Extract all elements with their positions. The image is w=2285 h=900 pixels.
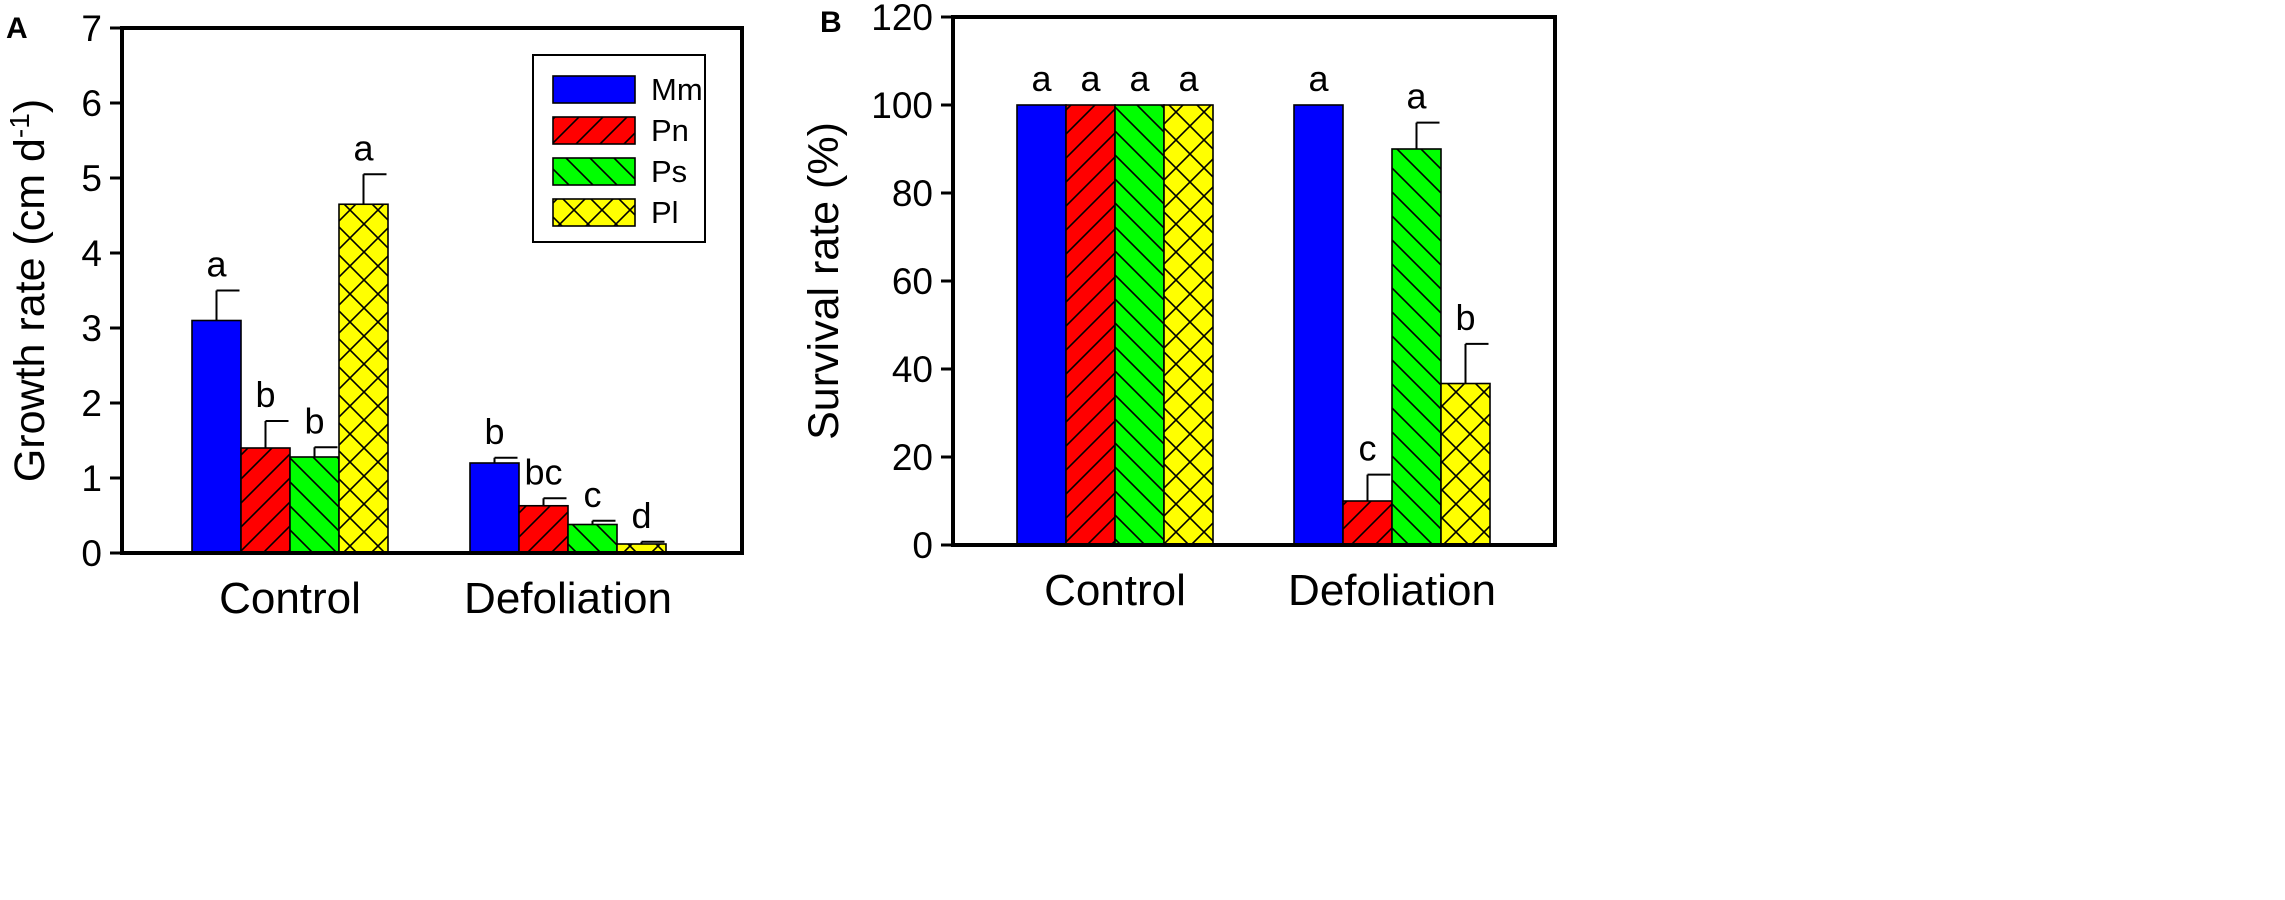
significance-letter-mm-defoliation: a — [1308, 58, 1329, 99]
y-axis-title: Survival rate (%) — [800, 122, 848, 440]
bar-mm-defoliation — [1294, 105, 1343, 545]
bar-hatch-pl-defoliation — [1441, 383, 1490, 545]
significance-letter-ps-control: b — [304, 400, 324, 441]
legend-swatch-outline-mm — [552, 75, 636, 104]
y-tick-label: 0 — [81, 533, 102, 574]
significance-letter-ps-defoliation: a — [1406, 76, 1427, 117]
legend-swatch-hatch-pl — [553, 199, 635, 226]
y-tick-label: 40 — [892, 349, 933, 390]
bar-hatch-pn-control — [1066, 105, 1115, 545]
bar-mm-control — [1017, 105, 1066, 545]
significance-letter-mm-control: a — [206, 244, 227, 285]
x-category-label-defoliation: Defoliation — [464, 574, 672, 623]
legend-swatch-hatch-ps — [553, 158, 635, 185]
x-category-label-control: Control — [219, 574, 361, 623]
bar-hatch-pn-defoliation — [1343, 501, 1392, 545]
significance-letter-pn-defoliation: c — [1359, 428, 1377, 469]
y-tick-label: 60 — [892, 261, 933, 302]
legend-swatch-hatch-pn — [553, 117, 635, 144]
significance-letter-pn-control: b — [255, 374, 275, 415]
significance-letter-ps-control: a — [1129, 58, 1150, 99]
bar-hatch-ps-defoliation — [568, 524, 617, 553]
legend-label-pl: Pl — [651, 195, 679, 230]
y-axis-title: Growth rate (cm d-1) — [4, 99, 55, 482]
y-tick-label: 2 — [81, 383, 102, 424]
bar-hatch-ps-control — [1115, 105, 1164, 545]
y-tick-label: 120 — [871, 0, 933, 38]
y-tick-label: 100 — [871, 85, 933, 126]
significance-letter-pl-defoliation: d — [631, 495, 651, 536]
y-tick-label: 80 — [892, 173, 933, 214]
y-tick-label: 6 — [81, 83, 102, 124]
y-tick-label: 7 — [81, 8, 102, 49]
significance-letter-pn-control: a — [1080, 58, 1101, 99]
y-tick-label: 0 — [912, 525, 933, 566]
bar-hatch-pl-defoliation — [617, 544, 666, 553]
bar-hatch-pl-control — [1164, 105, 1213, 545]
significance-letter-pn-defoliation: bc — [524, 451, 562, 492]
legend-label-ps: Ps — [651, 154, 687, 189]
significance-letter-pl-defoliation: b — [1455, 297, 1475, 338]
legend-swatch-outline-ps — [552, 157, 636, 186]
significance-letter-ps-defoliation: c — [584, 474, 602, 515]
x-category-label-control: Control — [1044, 566, 1186, 615]
y-tick-label: 4 — [81, 233, 102, 274]
legend-swatch-mm — [553, 76, 635, 103]
bar-mm-defoliation — [470, 463, 519, 553]
y-tick-label: 3 — [81, 308, 102, 349]
y-tick-label: 5 — [81, 158, 102, 199]
legend-swatch-outline-pn — [552, 116, 636, 145]
legend-label-mm: Mm — [651, 72, 703, 107]
legend-swatch-outline-pl — [552, 198, 636, 227]
bar-mm-control — [192, 320, 241, 553]
significance-letter-mm-defoliation: b — [484, 411, 504, 452]
legend: Mm Pn Ps Pl — [532, 54, 706, 243]
bar-hatch-pn-control — [241, 448, 290, 553]
legend-label-pn: Pn — [651, 113, 689, 148]
y-tick-label: 20 — [892, 437, 933, 478]
plot-frame — [120, 26, 744, 555]
y-tick-label: 1 — [81, 458, 102, 499]
significance-letter-mm-control: a — [1031, 58, 1052, 99]
panel-label-b: B — [820, 6, 842, 39]
bar-hatch-ps-control — [290, 457, 339, 553]
significance-letter-pl-control: a — [353, 127, 374, 168]
bar-hatch-ps-defoliation — [1392, 149, 1441, 545]
bar-hatch-pl-control — [339, 204, 388, 553]
significance-letter-pl-control: a — [1178, 58, 1199, 99]
bar-hatch-pn-defoliation — [519, 505, 568, 553]
panel-label-a: A — [6, 12, 28, 45]
x-category-label-defoliation: Defoliation — [1288, 566, 1496, 615]
